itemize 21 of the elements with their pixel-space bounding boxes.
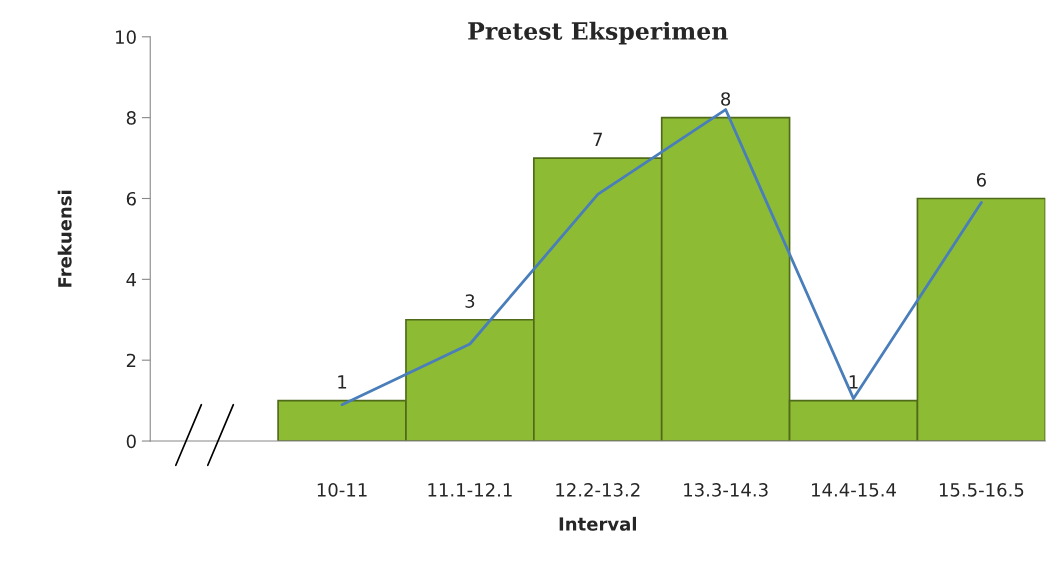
x-tick-label: 13.3-14.3 [684, 483, 768, 497]
data-label: 6 [976, 173, 986, 187]
x-tick-label: 10-11 [317, 483, 367, 497]
x-tick-label: 15.5-16.5 [939, 483, 1024, 497]
x-tick-label: 12.2-13.2 [556, 483, 640, 497]
data-label: 7 [593, 132, 602, 146]
y-axis-title: Frekuensi [57, 190, 72, 287]
data-label: 1 [849, 375, 858, 389]
y-tick-label: 4 [126, 273, 137, 287]
y-tick-label: 10 [116, 30, 136, 44]
x-axis-title: Interval [559, 516, 636, 531]
data-label: 3 [465, 294, 475, 308]
y-tick-label: 2 [126, 353, 136, 368]
chart-title: Pretest Eksperimen [468, 21, 728, 45]
y-tick-label: 6 [126, 191, 136, 206]
data-label: 1 [338, 375, 347, 389]
x-tick-label: 11.1-12.1 [428, 483, 512, 497]
data-label: 8 [721, 92, 731, 106]
x-tick-label: 14.4-15.4 [812, 483, 896, 497]
y-tick-label: 8 [126, 111, 136, 125]
y-tick-label: 0 [126, 434, 136, 449]
